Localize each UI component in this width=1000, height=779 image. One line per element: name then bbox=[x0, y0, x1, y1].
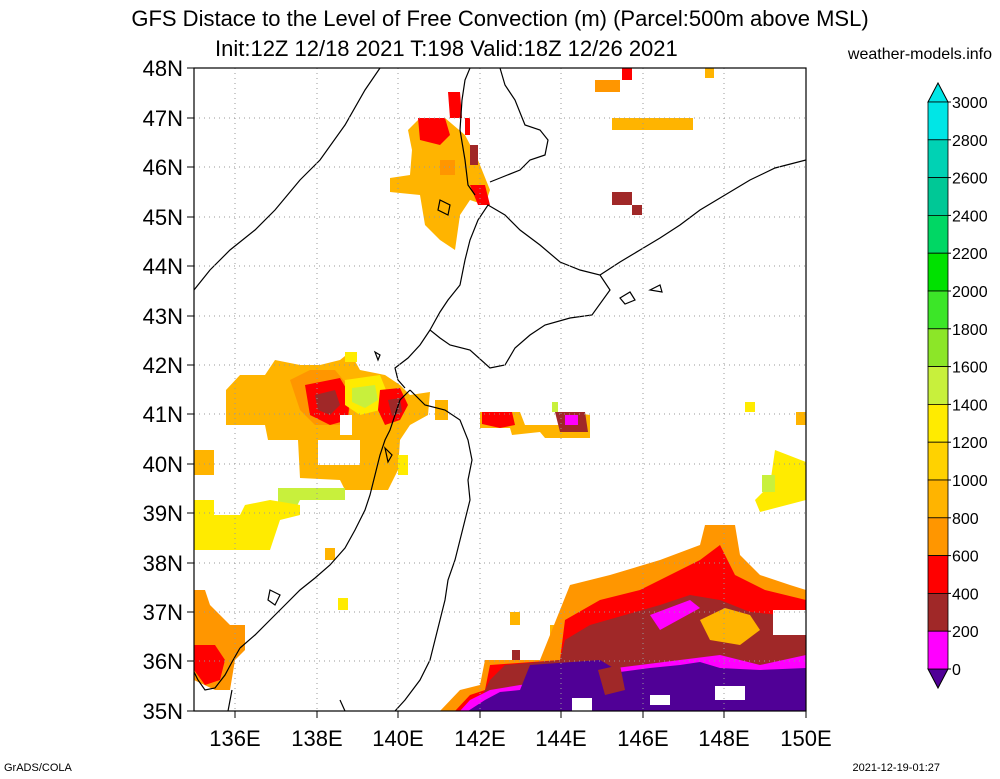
grid-lines bbox=[194, 68, 806, 711]
colorbar-label: 1000 bbox=[952, 473, 988, 490]
colorbar-label: 400 bbox=[952, 586, 979, 603]
colorbar-swatch bbox=[927, 517, 949, 556]
lat-label: 38N bbox=[143, 551, 183, 576]
colorbar: 3000280026002400220020001800160014001200… bbox=[927, 81, 988, 690]
lat-label: 42N bbox=[143, 353, 183, 378]
colorbar-swatch bbox=[927, 593, 949, 632]
colorbar-label: 3000 bbox=[952, 95, 988, 112]
colorbar-swatch bbox=[927, 214, 949, 254]
lat-label: 39N bbox=[143, 501, 183, 526]
lat-label: 35N bbox=[143, 699, 183, 724]
axis-ticks bbox=[187, 67, 807, 718]
colorbar-label: 600 bbox=[952, 549, 979, 566]
colorbar-label: 1200 bbox=[952, 435, 988, 452]
colorbar-label: 1400 bbox=[952, 397, 988, 414]
colorbar-label: 0 bbox=[952, 662, 961, 679]
colorbar-bottom-triangle bbox=[927, 668, 949, 690]
colorbar-swatch bbox=[927, 441, 949, 481]
colorbar-swatch bbox=[927, 403, 949, 443]
lon-label: 142E bbox=[454, 726, 505, 751]
lon-label: 144E bbox=[535, 726, 586, 751]
lat-label: 40N bbox=[143, 452, 183, 477]
lat-label: 44N bbox=[143, 254, 183, 279]
colorbar-label: 200 bbox=[952, 624, 979, 641]
field-patch-central bbox=[194, 352, 448, 610]
lat-label: 43N bbox=[143, 304, 183, 329]
field-patch-east bbox=[480, 402, 806, 512]
colorbar-label: 800 bbox=[952, 511, 979, 528]
lon-label: 148E bbox=[698, 726, 749, 751]
site-label: weather-models.info bbox=[847, 46, 992, 63]
lat-label: 45N bbox=[143, 205, 183, 230]
colorbar-swatch bbox=[927, 479, 949, 519]
colorbar-swatch bbox=[927, 328, 949, 367]
colorbar-swatch bbox=[927, 630, 949, 670]
lat-label: 37N bbox=[143, 600, 183, 625]
lon-label: 136E bbox=[209, 726, 260, 751]
colorbar-swatch bbox=[927, 252, 949, 292]
colorbar-label: 2200 bbox=[952, 246, 988, 263]
field-layer bbox=[194, 68, 806, 711]
lon-label: 140E bbox=[372, 726, 423, 751]
footer-timestamp: 2021-12-19-01:27 bbox=[852, 762, 940, 774]
lat-label: 41N bbox=[143, 402, 183, 427]
map-title: GFS Distace to the Level of Free Convect… bbox=[131, 6, 869, 31]
colorbar-swatch bbox=[927, 177, 949, 216]
colorbar-swatch bbox=[927, 555, 949, 594]
colorbar-label: 1600 bbox=[952, 360, 988, 377]
footer-software: GrADS/COLA bbox=[4, 762, 72, 774]
lat-labels: 48N 47N 46N 45N 44N 43N 42N 41N 40N 39N … bbox=[143, 56, 183, 724]
map-frame bbox=[193, 67, 807, 712]
lon-label: 146E bbox=[617, 726, 668, 751]
field-patch-north bbox=[390, 68, 714, 250]
coastlines bbox=[194, 68, 806, 711]
colorbar-swatch bbox=[927, 101, 949, 141]
map-subtitle: Init:12Z 12/18 2021 T:198 Valid:18Z 12/2… bbox=[215, 36, 678, 61]
lon-labels: 136E 138E 140E 142E 144E 146E 148E 150E bbox=[209, 726, 831, 751]
lon-label: 150E bbox=[780, 726, 831, 751]
lat-label: 47N bbox=[143, 106, 183, 131]
colorbar-label: 2600 bbox=[952, 171, 988, 188]
lat-label: 36N bbox=[143, 649, 183, 674]
colorbar-swatch bbox=[927, 139, 949, 179]
lon-label: 138E bbox=[291, 726, 342, 751]
colorbar-label: 2800 bbox=[952, 133, 988, 150]
colorbar-swatch bbox=[927, 366, 949, 405]
colorbar-swatch bbox=[927, 290, 949, 330]
field-patch-south bbox=[194, 525, 806, 711]
colorbar-label: 2400 bbox=[952, 208, 988, 225]
colorbar-top-triangle bbox=[927, 81, 949, 103]
lat-label: 48N bbox=[143, 56, 183, 81]
colorbar-label: 2000 bbox=[952, 284, 988, 301]
lat-label: 46N bbox=[143, 155, 183, 180]
colorbar-label: 1800 bbox=[952, 322, 988, 339]
